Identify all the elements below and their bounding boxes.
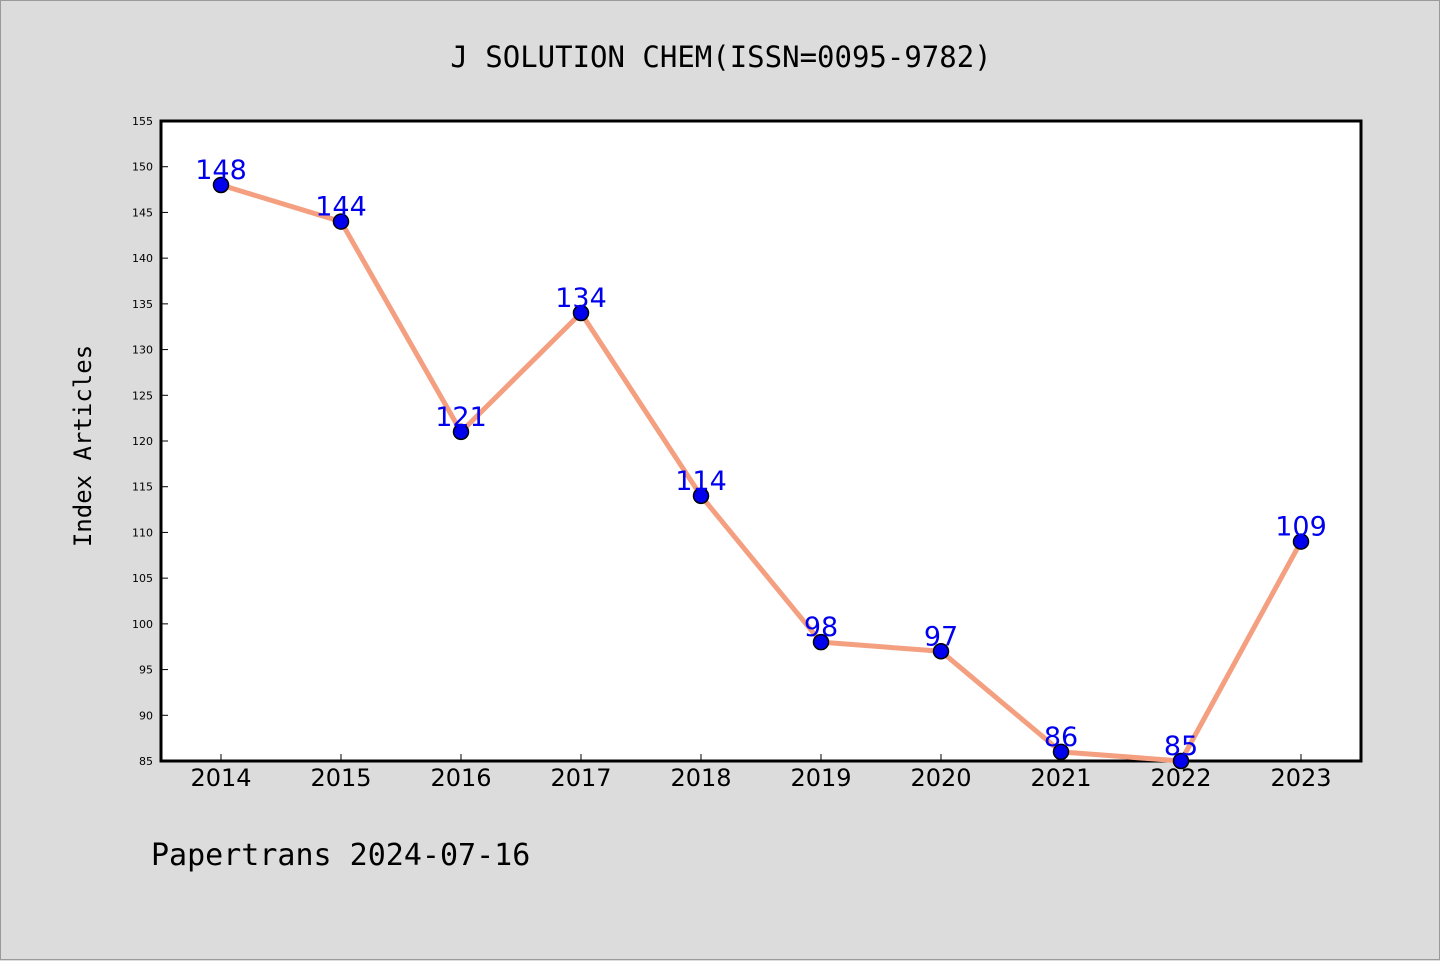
- y-tick-label: 145: [132, 206, 153, 219]
- x-tick-label: 2020: [910, 764, 971, 792]
- x-tick-label: 2015: [310, 764, 371, 792]
- data-label: 134: [555, 283, 607, 314]
- x-tick-label: 2014: [190, 764, 251, 792]
- y-axis: 85 90 95 100 105 110 115 120 125 130 135 140 145 150 1…: [132, 115, 168, 768]
- x-tick-label: 2023: [1270, 764, 1331, 792]
- series-line: [220, 182, 1304, 764]
- x-tick-label: 2016: [430, 764, 491, 792]
- data-point: [1052, 743, 1070, 761]
- data-label: 98: [804, 612, 838, 643]
- data-label: 114: [675, 466, 727, 497]
- data-label: 148: [195, 155, 247, 186]
- x-axis: 2014 2015 2016 2017 2018 2019 2020 2021 2022 2023: [190, 754, 1332, 792]
- chart-title: J SOLUTION CHEM(ISSN=0095-9782): [450, 40, 991, 74]
- y-tick-label: 105: [132, 572, 153, 585]
- data-point: [812, 633, 830, 651]
- series-line-path: [220, 182, 1304, 764]
- y-tick-label: 125: [132, 389, 153, 402]
- data-label: 121: [435, 402, 487, 433]
- data-label: 86: [1044, 722, 1078, 753]
- data-label: 144: [315, 192, 367, 223]
- y-tick-label: 155: [132, 115, 153, 128]
- data-label: 109: [1275, 512, 1327, 543]
- data-point: [692, 487, 710, 505]
- data-label: 85: [1164, 731, 1198, 762]
- data-point: [932, 643, 950, 660]
- x-tick-label: 2019: [790, 764, 851, 792]
- y-tick-label: 110: [132, 526, 153, 539]
- y-tick-label: 100: [132, 618, 153, 631]
- source-footer: Papertrans 2024-07-16: [151, 838, 530, 873]
- data-point: [212, 176, 230, 194]
- y-tick-label: 120: [132, 435, 153, 448]
- y-tick-label: 150: [132, 161, 153, 174]
- plot-area: [159, 119, 1363, 763]
- y-tick-label: 90: [139, 709, 153, 722]
- data-point: [332, 213, 350, 230]
- data-labels: 148 144 121 134 114 98 97 86 85 109: [195, 155, 1327, 762]
- data-point: [1292, 533, 1310, 550]
- data-point: [1172, 752, 1190, 770]
- data-label: 97: [924, 621, 958, 652]
- y-tick-label: 115: [132, 481, 153, 494]
- y-tick-label: 140: [132, 252, 153, 265]
- y-tick-label: 95: [139, 664, 153, 677]
- data-point: [452, 423, 470, 441]
- y-axis-label: Index Articles: [69, 345, 97, 547]
- data-point: [572, 304, 590, 322]
- x-tick-label: 2018: [670, 764, 731, 792]
- x-tick-label: 2021: [1030, 764, 1091, 792]
- data-points: [212, 176, 1310, 770]
- y-tick-label: 85: [139, 755, 153, 768]
- y-tick-label: 130: [132, 344, 153, 357]
- x-tick-label: 2017: [550, 764, 611, 792]
- y-tick-label: 135: [132, 298, 153, 311]
